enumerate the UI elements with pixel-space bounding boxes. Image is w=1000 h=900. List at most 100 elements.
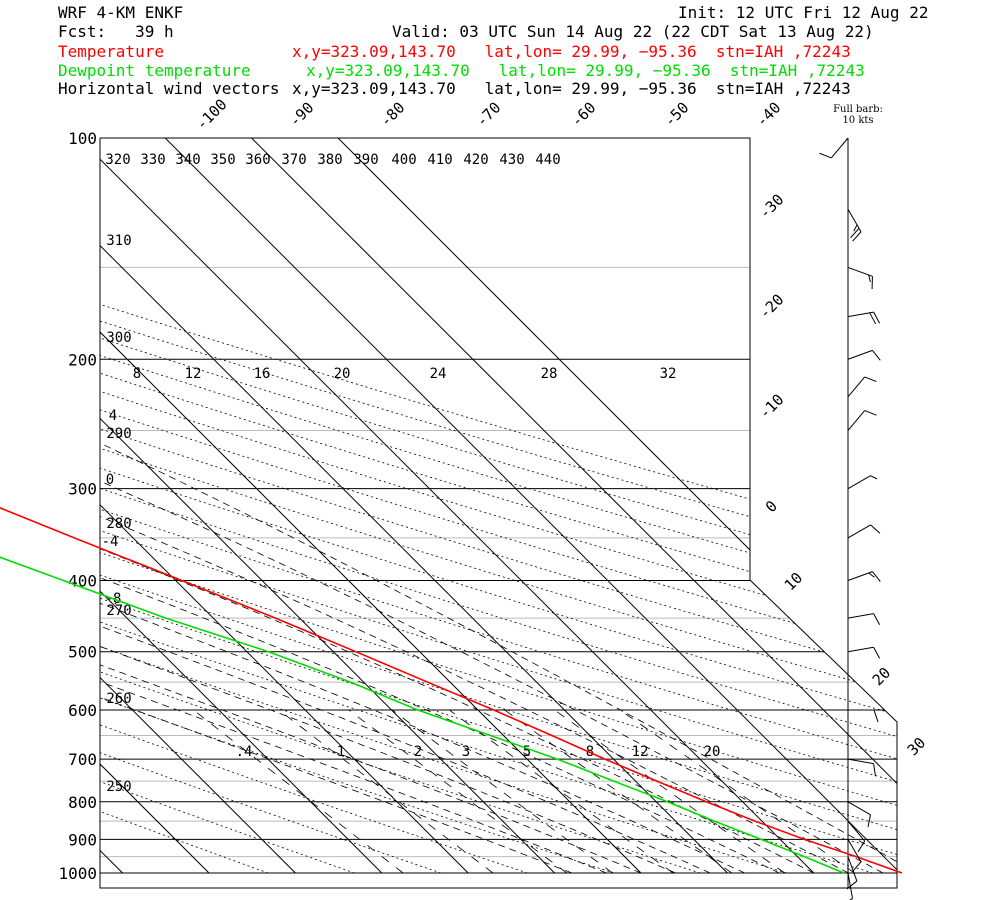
isotherm-line xyxy=(266,138,897,874)
wind-barbs xyxy=(819,137,881,900)
dry-adiabat xyxy=(100,138,897,874)
wind-barb-feather xyxy=(868,572,875,578)
barb-note-line2: 10 kts xyxy=(842,115,874,126)
theta-e-label: 20 xyxy=(334,366,351,382)
pressure-tick-label: 400 xyxy=(68,572,97,591)
grid-clip-group xyxy=(100,138,897,874)
pressure-tick-label: 700 xyxy=(68,750,97,769)
wind-barb-shaft xyxy=(847,311,874,318)
legend-wind-info: x,y=323.09,143.70 lat,lon= 29.99, −95.36… xyxy=(292,79,851,98)
wind-barb-feather xyxy=(857,840,866,853)
theta-e-label: -4 xyxy=(102,534,119,550)
wind-barb-shaft xyxy=(847,839,862,863)
model-title: WRF 4-KM ENKF xyxy=(58,3,184,22)
isotherm-label: -10 xyxy=(756,391,788,423)
pressure-tick-label: 800 xyxy=(68,793,97,812)
isotherm-label: -30 xyxy=(756,191,788,223)
mixing-ratio-label: 3 xyxy=(462,744,470,760)
dry-adiabat xyxy=(100,138,269,874)
wind-barb xyxy=(847,571,881,582)
wind-barb-feather xyxy=(872,571,881,582)
moist-adiabat xyxy=(100,358,897,874)
wind-barb-feather xyxy=(873,311,881,324)
isotherm-line xyxy=(180,138,897,874)
theta-label: 360 xyxy=(245,152,270,168)
wind-barb-feather xyxy=(870,475,878,480)
mixing-ratio-line xyxy=(619,709,855,874)
wind-barb xyxy=(847,524,881,539)
isotherm-label: 20 xyxy=(869,664,895,690)
isotherm-line xyxy=(100,138,296,874)
theta-label: 380 xyxy=(317,152,342,168)
theta-label: 260 xyxy=(106,691,131,707)
diagram-outline xyxy=(99,137,898,889)
wind-barb-shaft xyxy=(847,801,871,816)
wind-barb-feather xyxy=(872,350,881,361)
theta-e-label: 16 xyxy=(254,366,271,382)
mixing-ratio-line xyxy=(554,709,786,874)
isotherm-label: -40 xyxy=(753,99,785,131)
mixing-ratio-line xyxy=(348,709,568,874)
wind-barb xyxy=(846,856,858,890)
isotherm-label: -20 xyxy=(756,291,788,323)
wind-barb-feather xyxy=(868,274,871,283)
diagram-grid xyxy=(100,138,897,874)
wind-barb xyxy=(847,758,876,777)
wind-barb-shaft xyxy=(847,266,873,277)
theta-e-label: 28 xyxy=(541,366,558,382)
wind-barb-feather xyxy=(819,152,832,159)
moist-adiabat xyxy=(100,389,642,874)
wind-barb-feather xyxy=(867,814,872,828)
theta-label: 390 xyxy=(353,152,378,168)
moist-adiabat xyxy=(100,358,745,874)
wind-barb-feather xyxy=(873,646,881,659)
wind-barb xyxy=(847,475,878,490)
wind-barb xyxy=(847,839,862,872)
dry-adiabat xyxy=(100,138,897,874)
dry-adiabat xyxy=(100,138,897,874)
moist-adiabat xyxy=(100,436,573,874)
wind-barb-feather xyxy=(870,524,881,534)
moist-adiabat xyxy=(100,410,607,874)
init-time: Init: 12 UTC Fri 12 Aug 22 xyxy=(678,3,929,22)
wind-barb-shaft xyxy=(847,646,874,653)
legend-dewpoint-label: Dewpoint temperature xyxy=(58,61,251,80)
isotherm-line xyxy=(100,138,642,874)
theta-label: 330 xyxy=(140,152,165,168)
wind-barb xyxy=(847,349,881,361)
dewpoint-line xyxy=(0,556,845,874)
wind-barb xyxy=(847,311,881,325)
isotherm-label: -100 xyxy=(192,95,230,133)
mixing-ratio-line xyxy=(193,709,404,874)
mixing-ratio-label: .4 xyxy=(236,744,253,760)
mixing-ratio-line xyxy=(391,709,613,874)
wind-barb-shaft xyxy=(847,349,873,360)
isotherm-label: -70 xyxy=(473,99,505,131)
wind-barb xyxy=(819,137,849,159)
diagram-border xyxy=(99,137,898,889)
isotherm-line xyxy=(100,138,728,874)
mixing-ratio-line xyxy=(448,709,674,874)
theta-e-label: 4 xyxy=(109,408,117,424)
dry-adiabat xyxy=(100,138,614,874)
profile-lines xyxy=(0,506,903,874)
mixing-ratio-line xyxy=(278,709,494,874)
dry-adiabat xyxy=(100,138,897,874)
theta-label: 430 xyxy=(499,152,524,168)
pressure-tick-label: 1000 xyxy=(58,864,97,883)
dry-adiabat xyxy=(100,138,897,874)
moist-adiabat xyxy=(100,358,849,874)
theta-label: 310 xyxy=(106,233,131,249)
isotherm-label: -80 xyxy=(377,99,409,131)
wind-barb-feather xyxy=(852,231,862,242)
theta-label: 410 xyxy=(427,152,452,168)
wind-barb xyxy=(847,820,866,853)
moist-adiabat xyxy=(100,358,676,874)
wind-barb-feather xyxy=(873,613,881,625)
dry-adiabat xyxy=(100,138,442,874)
wind-barb-feather xyxy=(864,410,877,416)
wind-barb xyxy=(847,410,877,431)
isotherm-label: 30 xyxy=(904,734,930,760)
isotherm-line xyxy=(100,138,383,874)
